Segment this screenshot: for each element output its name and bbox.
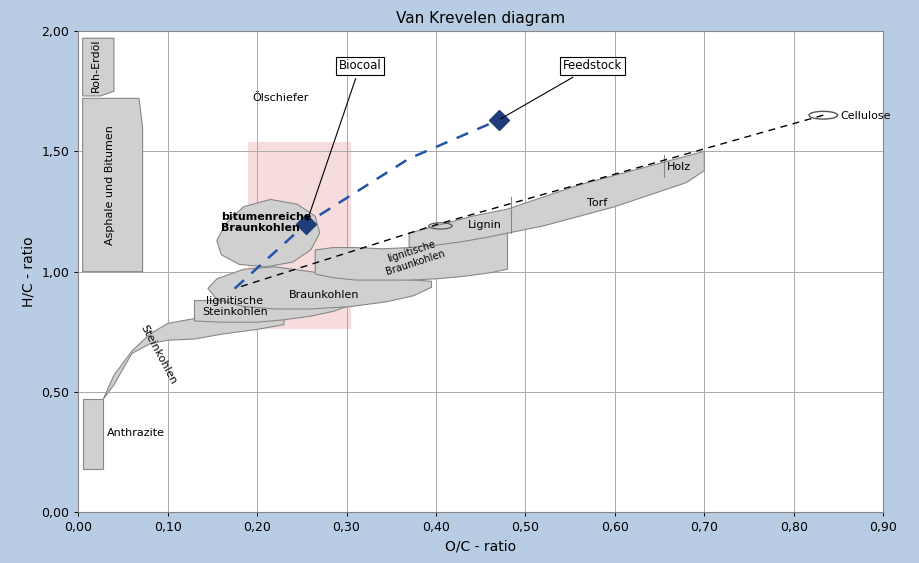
Polygon shape xyxy=(315,233,507,280)
Text: Feedstock: Feedstock xyxy=(501,60,621,119)
Text: Asphale und Bitumen: Asphale und Bitumen xyxy=(105,125,114,245)
Text: Anthrazite: Anthrazite xyxy=(107,428,165,438)
Text: Steinkohlen: Steinkohlen xyxy=(139,323,178,386)
Polygon shape xyxy=(83,38,114,96)
Polygon shape xyxy=(409,151,704,255)
Text: Holz: Holz xyxy=(666,162,690,172)
Polygon shape xyxy=(217,199,320,267)
Text: Lignin: Lignin xyxy=(468,220,502,230)
Text: bitumenreiche
Braunkohlen: bitumenreiche Braunkohlen xyxy=(221,212,312,233)
Polygon shape xyxy=(83,99,142,272)
Polygon shape xyxy=(208,267,431,309)
Polygon shape xyxy=(83,399,103,469)
Y-axis label: H/C - ratio: H/C - ratio xyxy=(21,236,36,307)
Title: Van Krevelen diagram: Van Krevelen diagram xyxy=(396,11,564,26)
Bar xyxy=(248,142,351,329)
X-axis label: O/C - ratio: O/C - ratio xyxy=(445,540,516,554)
Text: lignitische
Braunkohlen: lignitische Braunkohlen xyxy=(380,238,446,277)
Text: Ölschiefer: Ölschiefer xyxy=(253,93,309,104)
Text: Torf: Torf xyxy=(586,198,607,208)
Text: Roh-Erdöl: Roh-Erdöl xyxy=(91,38,101,92)
Text: lignitische
Steinkohlen: lignitische Steinkohlen xyxy=(201,296,267,318)
Text: Cellulose: Cellulose xyxy=(839,111,890,122)
Polygon shape xyxy=(194,284,346,322)
Text: Biocoal: Biocoal xyxy=(307,60,380,221)
Text: Braunkohlen: Braunkohlen xyxy=(289,289,359,300)
Polygon shape xyxy=(103,305,284,399)
